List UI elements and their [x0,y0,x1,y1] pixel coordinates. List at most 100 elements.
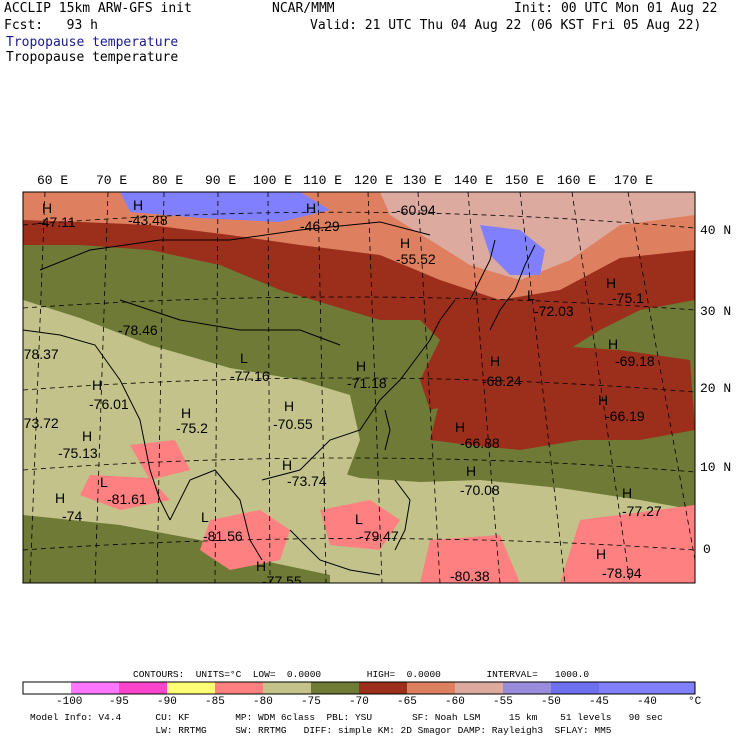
lon-label: 60 E [37,173,68,188]
lon-label: 160 E [557,173,596,188]
colorbar-swatch [71,682,119,694]
bay-coast [169,469,263,561]
band-dark-olive-south [23,515,330,583]
japan-coast [489,244,536,331]
borneo-coast [289,529,381,576]
high-marker: H [400,235,410,251]
low-marker: L [527,287,535,303]
map-frame [22,191,696,584]
lon-label: 100 E [253,173,292,188]
colorbar-unit: °C [688,696,702,708]
cold-core-pink [130,440,190,480]
cold-core-pink [80,475,170,510]
colorbar-swatch [599,682,695,694]
colorbar-swatch [407,682,455,694]
high-marker: H [92,377,102,393]
extremum-value: -78.94 [602,565,642,581]
high-marker: H [256,558,266,574]
lon-label: 120 E [354,173,393,188]
meridian [519,192,566,583]
colorbar-swatch [263,682,311,694]
lon-label: 140 E [454,173,493,188]
high-marker: H [598,392,608,408]
lon-label: 110 E [303,173,342,188]
high-marker: H [284,398,294,414]
high-marker: H [606,275,616,291]
temperature-field: H -47.11 H -43.48 H -46.29 -60.94 H -55.… [19,192,695,589]
longitude-labels: 60 E 70 E 80 E 90 E 100 E 110 E 120 E 13… [37,173,653,188]
cold-core-pink [420,535,520,583]
colorbar-swatch [23,682,71,694]
forecast-hour: Fcst: 93 h [4,18,98,33]
korea-coast [469,239,496,301]
meridian [367,192,383,583]
field-subtitle: Tropopause temperature [6,50,179,65]
extremum-value: -70.55 [273,416,313,432]
extremum-value: -47.11 [37,214,76,230]
parallel-40n [23,211,695,229]
china-coast [261,299,456,481]
high-marker: H [608,336,618,352]
latitude-labels: 40 N 30 N 20 N 10 N 0 [700,223,731,557]
extremum-value: -75.1 [612,290,644,306]
band-violet-east [480,225,545,275]
meridian [467,192,501,583]
parallel-20n [23,377,695,393]
high-marker: H [82,428,92,444]
band-light-olive-patch [23,300,360,520]
high-marker: H [55,490,65,506]
extremum-value: -78.37 [19,346,59,362]
init-label: Init: 00 UTC Mon 01 Aug 22 [514,1,718,16]
lat-label: 30 N [700,304,731,319]
lon-label: 70 E [96,173,127,188]
extremum-value: -77.55 [262,573,302,589]
colorbar-swatch [359,682,407,694]
graticule [23,192,695,583]
contours-info: CONTOURS: UNITS=°C LOW= 0.0000 HIGH= 0.0… [133,669,589,680]
low-marker: L [201,509,209,525]
extremum-value: -76.01 [89,396,129,412]
colorbar-frame [22,681,696,695]
meridian [417,192,441,583]
colorbar-tick: -80 [253,696,273,708]
colorbar-swatch [167,682,215,694]
colorbar-tick: -85 [205,696,225,708]
colorbar-swatch [455,682,503,694]
lat-label: 40 N [700,223,731,238]
india-coast [23,329,171,521]
high-marker: H [133,197,143,213]
extremum-value: -43.48 [128,212,168,228]
colorbar-swatch [311,682,359,694]
extremum-value: -68.24 [482,373,522,389]
colorbar-tick: -90 [157,696,177,708]
field-annotations: H -47.11 H -43.48 H -46.29 -60.94 H -55.… [19,197,662,589]
extremum-value: -77.16 [230,368,270,384]
meridian [29,192,46,583]
colorbar-tick: -50 [541,696,561,708]
extremum-value: -75.13 [58,445,98,461]
meridian [156,192,165,583]
meridian [571,192,631,583]
field-title: Tropopause temperature [6,35,179,50]
meridian [317,192,327,583]
colorbar-tick: -40 [637,696,657,708]
extremum-value: -73.74 [287,473,327,489]
extremum-value: -78.46 [118,322,158,338]
extremum-value: -72.03 [534,303,574,319]
cold-core-pink [560,505,695,583]
colorbar-tick: -55 [493,696,513,708]
high-marker: H [490,353,500,369]
lat-label: 20 N [700,381,731,396]
high-marker: H [622,485,632,501]
low-marker: L [240,350,248,366]
cold-core-pink [200,510,290,570]
colorbar-swatch [503,682,551,694]
taiwan-coast [384,409,391,451]
extremum-value: -66.19 [605,408,645,424]
equator [23,538,695,551]
band-violet-west [120,192,330,222]
meridian [214,192,219,583]
colorbar-swatch [215,682,263,694]
parallel-30n [23,296,695,311]
